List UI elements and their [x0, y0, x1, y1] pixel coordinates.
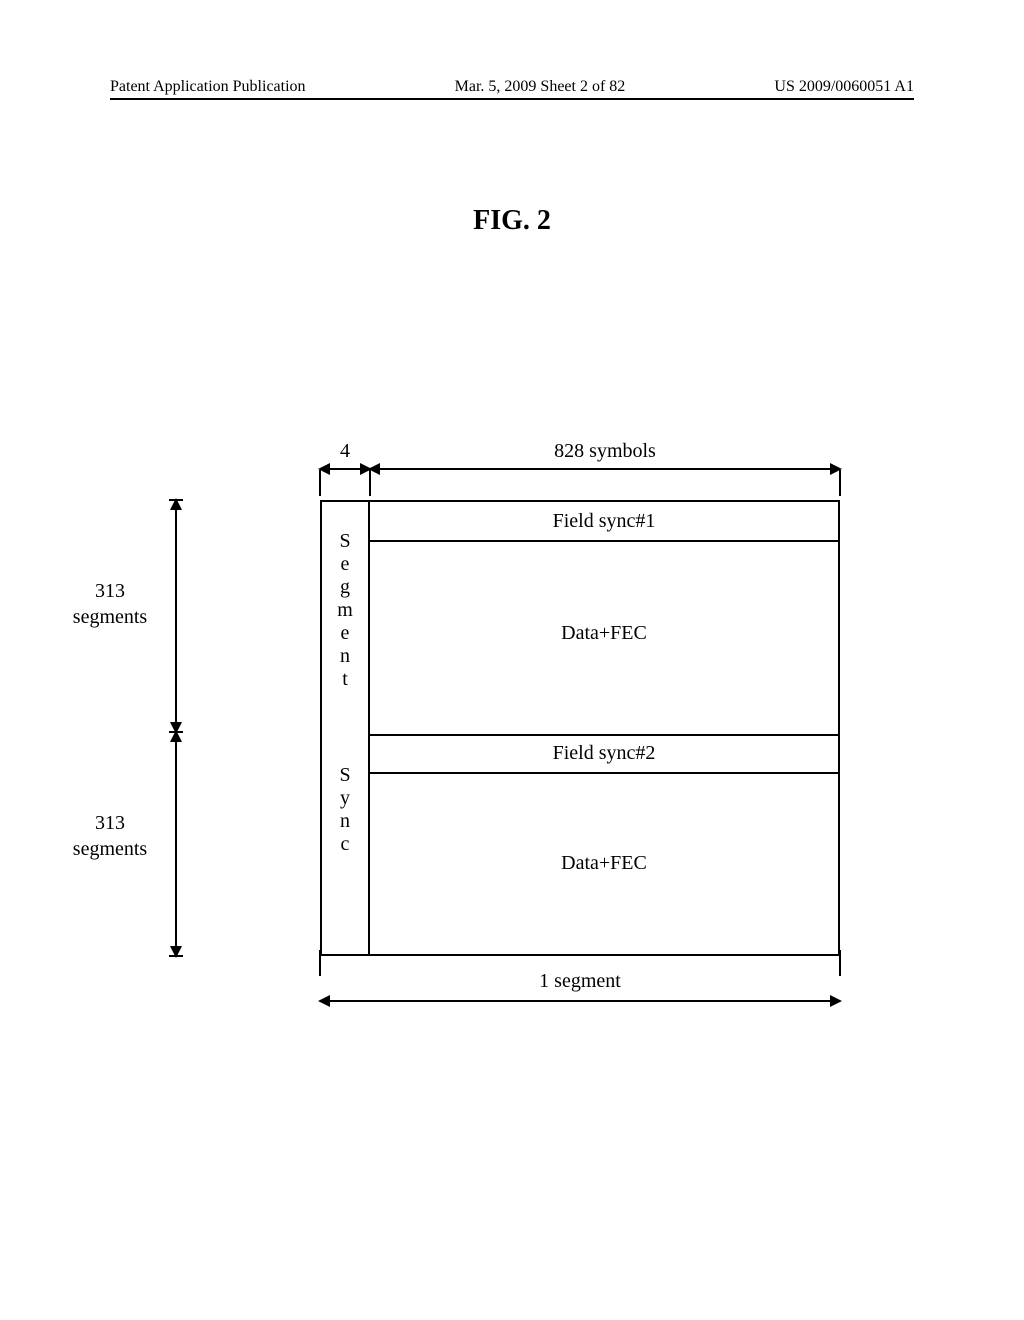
dim-tick [169, 955, 183, 957]
vletter: y [322, 787, 368, 810]
row-divider [370, 734, 838, 736]
dim-tick [319, 470, 321, 496]
dim-tick [839, 470, 841, 496]
frame-table: S e g m e n t S y n c Field sync#1 [320, 500, 840, 956]
dim-tick [169, 731, 183, 733]
vletter: S [322, 530, 368, 553]
top-dimensions: 4 828 symbols [200, 448, 840, 500]
vletter: n [322, 645, 368, 668]
frame-structure-diagram: 4 828 symbols 313 segments 313 segments [200, 500, 840, 970]
dim-arrow-short [320, 468, 370, 470]
cell-data-fec-1: Data+FEC [370, 622, 838, 645]
segment-vertical-label: S e g m e n t [322, 530, 368, 691]
segments-count-unit: segments [73, 606, 147, 628]
left-dimensions: 313 segments 313 segments [65, 500, 195, 970]
page-header: Patent Application Publication Mar. 5, 2… [0, 78, 1024, 96]
patent-page: Patent Application Publication Mar. 5, 2… [0, 0, 1024, 1320]
segment-sync-column: S e g m e n t S y n c [322, 502, 370, 954]
dim-tick [839, 950, 841, 976]
sync-vertical-label: S y n c [322, 764, 368, 856]
dim-tick [169, 499, 183, 501]
header-date-sheet: Mar. 5, 2009 Sheet 2 of 82 [455, 78, 626, 96]
vletter: n [322, 810, 368, 833]
header-pub-number: US 2009/0060051 A1 [774, 78, 914, 96]
segments-count-number: 313 [95, 580, 125, 602]
vletter: t [322, 668, 368, 691]
vletter: e [322, 553, 368, 576]
dim-arrow-vertical-2 [175, 732, 177, 956]
dim-arrow-bottom [320, 1000, 840, 1002]
seg-sync-width-label: 4 [320, 440, 370, 463]
header-publication: Patent Application Publication [110, 78, 306, 96]
vletter: S [322, 764, 368, 787]
vletter: m [322, 599, 368, 622]
segments-count-unit: segments [73, 838, 147, 860]
figure-label: FIG. 2 [0, 205, 1024, 237]
segments-count-bottom: 313 segments [55, 810, 165, 862]
dim-arrow-long [370, 468, 840, 470]
dim-tick [319, 950, 321, 976]
cell-data-fec-2: Data+FEC [370, 852, 838, 875]
row-divider [370, 540, 838, 542]
bottom-dimension: 1 segment [320, 974, 840, 1026]
header-rule [110, 98, 914, 100]
segments-count-number: 313 [95, 812, 125, 834]
symbols-width-label: 828 symbols [370, 440, 840, 463]
vletter: g [322, 576, 368, 599]
row-divider [370, 772, 838, 774]
cell-field-sync-1: Field sync#1 [370, 510, 838, 533]
cell-field-sync-2: Field sync#2 [370, 742, 838, 765]
vletter: c [322, 833, 368, 856]
vletter: e [322, 622, 368, 645]
dim-arrow-vertical-1 [175, 500, 177, 732]
segments-count-top: 313 segments [55, 578, 165, 630]
one-segment-label: 1 segment [320, 970, 840, 993]
dim-tick [369, 470, 371, 496]
